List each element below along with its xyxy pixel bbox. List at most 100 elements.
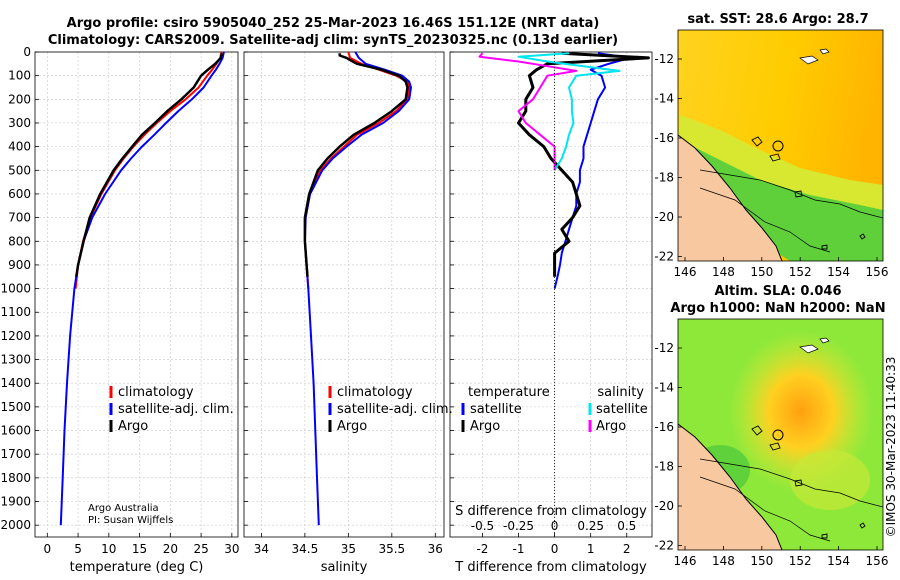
- title-line-2: Climatology: CARS2009. Satellite-adj cli…: [48, 33, 618, 48]
- x2-tick-label: 0.5: [617, 519, 636, 533]
- legend-item: Argo: [118, 419, 148, 434]
- depth-tick-label: 2000: [0, 518, 31, 532]
- depth-tick-label: 200: [8, 92, 31, 106]
- sla-depth-contour: [699, 476, 831, 542]
- map-y-tick-label: -16: [654, 131, 674, 145]
- depth-tick-label: 900: [8, 258, 31, 272]
- legend-item-t: satellite: [470, 402, 522, 417]
- x-tick-label: 35: [341, 542, 356, 556]
- x-tick-label: 35.5: [378, 542, 405, 556]
- x-tick-label: 25: [193, 542, 208, 556]
- axes-frame: [34, 51, 239, 538]
- x-tick-label: 0: [43, 542, 51, 556]
- imos-timestamp: ©IMOS 30-Mar-2023 11:40:33: [884, 357, 898, 538]
- legend-title-temperature: temperature: [468, 385, 550, 400]
- depth-tick-label: 1900: [0, 495, 31, 509]
- x-tick-label: 36: [428, 542, 443, 556]
- x-tick-label: -2: [476, 542, 488, 556]
- depth-tick-label: 1400: [0, 376, 31, 390]
- x-tick-label: 5: [74, 542, 82, 556]
- depth-tick-label: 600: [8, 187, 31, 201]
- sla-map-title-1: Altim. SLA: 0.046: [715, 284, 842, 299]
- axes-frame: [243, 51, 445, 538]
- sla-islands: [799, 337, 830, 354]
- map-x-tick-label: 146: [674, 265, 697, 279]
- x-tick-label: 30: [224, 542, 239, 556]
- depth-tick-label: 800: [8, 234, 31, 248]
- x2-tick-label: -0.25: [503, 519, 534, 533]
- map-x-tick-label: 152: [789, 554, 812, 568]
- depth-tick-label: 300: [8, 116, 31, 130]
- panel-salinity: 34 34.5 35 35.5 36 salinity climatology satelli…: [243, 51, 453, 575]
- x-tick-label: 0: [551, 542, 559, 556]
- legend-item-s: Argo: [596, 419, 626, 434]
- series-argo: [74, 52, 224, 277]
- x-tick-label: 2: [623, 542, 631, 556]
- depth-tick-label: 700: [8, 211, 31, 225]
- map-x-tick-label: 150: [750, 554, 773, 568]
- legend-item: climatology: [337, 385, 413, 400]
- legend-title-salinity: salinity: [597, 385, 644, 400]
- sst-reefs: [751, 136, 866, 250]
- depth-tick-label: 1500: [0, 400, 31, 414]
- sla-eddy-mid: [790, 450, 870, 510]
- depth-tick-label: 1000: [0, 282, 31, 296]
- depth-tick-label: 1800: [0, 471, 31, 485]
- map-y-tick-label: -18: [654, 171, 674, 185]
- map-x-tick-label: 154: [827, 265, 850, 279]
- series-argo: [303, 53, 409, 277]
- legend-item-t: Argo: [470, 419, 500, 434]
- map-x-tick-label: 146: [674, 554, 697, 568]
- map-y-tick-label: -22: [654, 250, 674, 264]
- series-s-argo: [478, 52, 578, 171]
- sst-field-cool: [690, 145, 883, 261]
- panel-difference_from_climatology: -2 -1 0 1 2 T difference from climatology S di…: [449, 51, 653, 575]
- x-tick-label: 20: [163, 542, 178, 556]
- x-tick-label: 1: [587, 542, 595, 556]
- map-y-tick-label: -20: [654, 499, 674, 513]
- depth-tick-label: 500: [8, 163, 31, 177]
- sst-argo-position: [772, 140, 784, 152]
- legend-item: Argo: [337, 419, 367, 434]
- sst-depth-contour: [699, 187, 831, 253]
- map-y-tick-label: -14: [654, 92, 674, 106]
- sla-map-frame: [677, 318, 884, 551]
- depth-tick-label: 1600: [0, 424, 31, 438]
- map-x-tick-label: 150: [750, 265, 773, 279]
- legend-item: satellite-adj. clim.: [337, 402, 453, 417]
- sst-map-frame: [677, 29, 884, 262]
- depth-tick-label: 0: [23, 45, 31, 59]
- series-satellite-adj-clim-: [59, 51, 225, 526]
- map-y-tick-label: -12: [654, 341, 674, 355]
- x2-tick-label: 0.25: [577, 519, 604, 533]
- title-line-1: Argo profile: csiro 5905040_252 25-Mar-2…: [67, 16, 600, 31]
- x2-tick-label: 0: [551, 519, 559, 533]
- map-x-tick-label: 148: [712, 265, 735, 279]
- sst-coastline: [678, 134, 783, 261]
- x-tick-label: 15: [132, 542, 147, 556]
- sla-map: Altim. SLA: 0.046 Argo h1000: NaN h2000:…: [654, 284, 888, 568]
- legend-item: satellite-adj. clim.: [118, 402, 234, 417]
- series-s-satellite: [517, 52, 621, 171]
- map-x-tick-label: 156: [866, 265, 889, 279]
- x2-tick-label: -0.5: [471, 519, 494, 533]
- x-axis-label: temperature (deg C): [70, 560, 204, 575]
- x-tick-label: 34.5: [292, 542, 319, 556]
- map-x-tick-label: 154: [827, 554, 850, 568]
- map-y-tick-label: -22: [654, 539, 674, 553]
- sla-argo-position: [772, 429, 784, 441]
- x-axis-label: salinity: [321, 560, 368, 575]
- legend-item: climatology: [118, 385, 194, 400]
- series-t-satellite: [553, 52, 632, 289]
- depth-tick-label: 400: [8, 140, 31, 154]
- sst-shelf-contour: [699, 169, 883, 219]
- map-y-tick-label: -12: [654, 52, 674, 66]
- sla-coastline: [678, 423, 783, 550]
- panel-note: Argo Australia: [88, 503, 159, 514]
- depth-tick-label: 1100: [0, 305, 31, 319]
- series-t-argo: [517, 51, 650, 277]
- x-tick-label: -1: [513, 542, 525, 556]
- sla-shelf-contour: [699, 458, 883, 508]
- panel-note: PI: Susan Wijffels: [88, 515, 173, 526]
